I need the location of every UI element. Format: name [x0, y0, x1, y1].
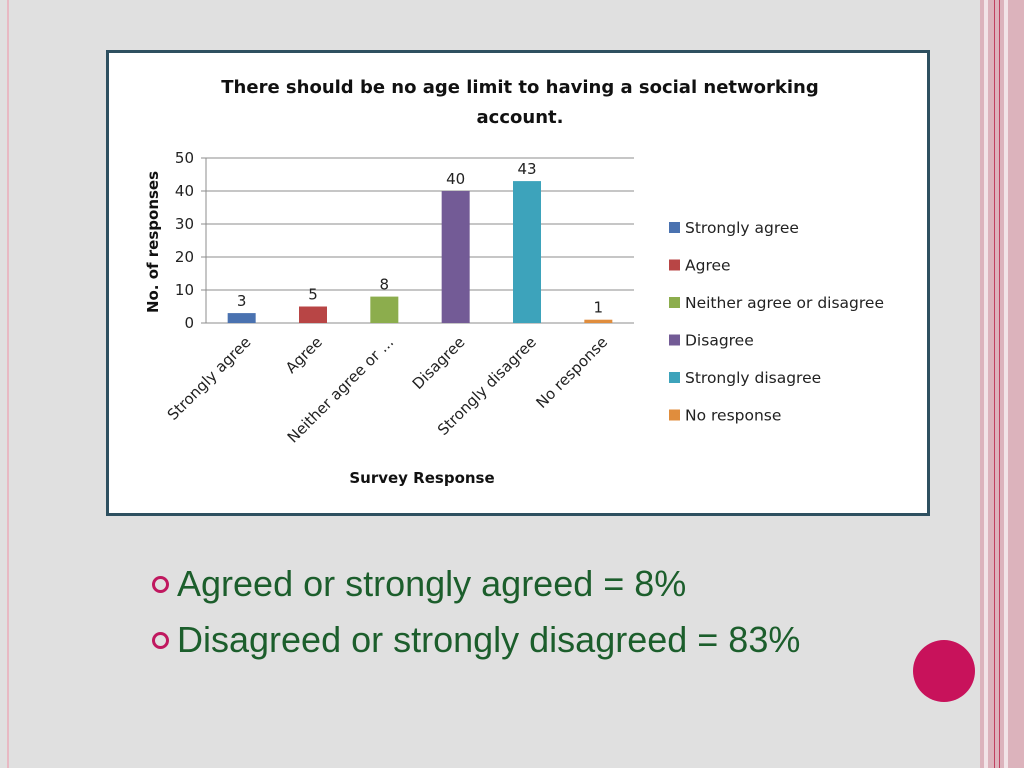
x-tick-label: Strongly agree [164, 333, 255, 424]
x-tick-label: No response [532, 333, 611, 412]
data-label: 40 [446, 170, 465, 188]
legend-swatch [669, 222, 680, 233]
y-tick-label: 30 [175, 215, 194, 233]
legend-item: Strongly disagree [669, 369, 821, 387]
chart-frame: There should be no age limit to having a… [106, 50, 930, 516]
left-edge-line [7, 0, 9, 768]
legend-swatch [669, 409, 680, 421]
right-edge-line [994, 0, 995, 768]
bullet-item: Agreed or strongly agreed = 8% [152, 556, 800, 612]
legend-item: No response [669, 407, 781, 425]
chart-title-line-2: account. [477, 107, 564, 128]
legend: Strongly agree Agree Neither agree or disa… [669, 219, 884, 425]
chart-title-line-1: There should be no age limit to having a… [221, 77, 818, 98]
x-axis-title: Survey Response [349, 469, 494, 487]
legend-label: Strongly agree [685, 219, 799, 237]
y-tick-label: 50 [175, 149, 194, 167]
bullet-item: Disagreed or strongly disagreed = 83% [152, 612, 800, 668]
legend-item: Neither agree or disagree [669, 294, 884, 312]
bar [227, 313, 256, 323]
x-tick-label: Disagree [409, 333, 469, 393]
legend-swatch [669, 334, 680, 346]
y-tick-label: 10 [175, 281, 194, 299]
legend-label: No response [685, 407, 781, 425]
bar [299, 306, 327, 323]
right-edge-highlight [1004, 0, 1008, 768]
gridlines [201, 157, 634, 324]
ring-bullet-icon [152, 575, 169, 593]
ring-bullet-icon [152, 631, 169, 649]
data-label: 5 [308, 286, 318, 304]
bullet-text: Agreed or strongly agreed = 8% [177, 563, 687, 604]
legend-label: Neither agree or disagree [685, 294, 884, 312]
legend-swatch [669, 297, 680, 308]
right-edge-highlight [984, 0, 988, 768]
legend-item: Agree [669, 257, 731, 275]
x-tick-label: Agree [282, 333, 326, 377]
data-label: 8 [380, 276, 390, 294]
bar [441, 191, 470, 323]
right-edge-band [980, 0, 1024, 768]
legend-item: Disagree [669, 332, 754, 350]
bar-chart: There should be no age limit to having a… [144, 77, 884, 487]
legend-item: Strongly agree [669, 219, 799, 237]
data-labels: 3 5 8 40 43 1 [237, 160, 603, 317]
bar [584, 319, 613, 323]
decorative-circle [913, 640, 975, 702]
bar [513, 181, 541, 323]
y-tick-label: 0 [184, 314, 194, 332]
y-tick-label: 40 [175, 182, 194, 200]
data-label: 3 [237, 292, 247, 310]
y-axis-title: No. of responses [144, 171, 162, 313]
legend-swatch [669, 372, 680, 383]
data-label: 43 [517, 160, 536, 178]
legend-label: Agree [685, 257, 731, 275]
legend-label: Strongly disagree [685, 369, 821, 387]
data-label: 1 [594, 299, 604, 317]
y-tick-labels: 0 10 20 30 40 50 [175, 149, 194, 332]
bars [227, 181, 613, 323]
bullet-text: Disagreed or strongly disagreed = 83% [177, 619, 801, 660]
y-tick-label: 20 [175, 248, 194, 266]
right-edge-line [999, 0, 1000, 768]
bullet-list: Agreed or strongly agreed = 8% Disagreed… [152, 556, 800, 668]
legend-label: Disagree [685, 332, 754, 350]
bar [370, 296, 399, 323]
legend-swatch [669, 259, 680, 271]
